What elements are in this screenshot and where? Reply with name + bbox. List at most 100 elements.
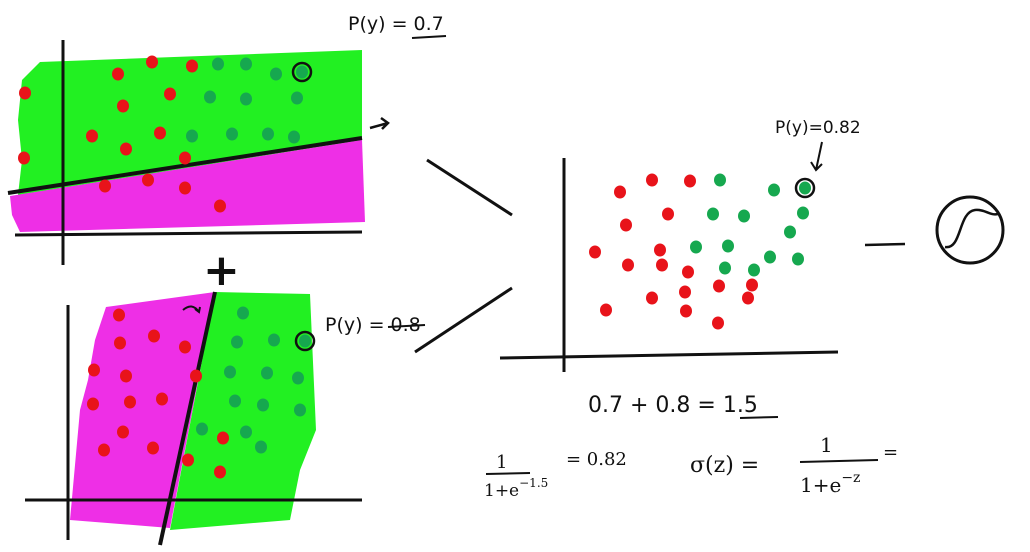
top-green-region (18, 50, 362, 195)
red-data-point (142, 173, 154, 187)
green-data-point (268, 333, 280, 347)
red-data-point (19, 86, 31, 100)
red-data-point (114, 336, 126, 350)
red-data-point (614, 185, 626, 199)
combined-x-axis (499, 350, 839, 360)
arrow-icon (369, 116, 390, 130)
sum-result: 1.5 (723, 393, 758, 418)
red-data-point (147, 441, 159, 455)
sum-underline (739, 416, 779, 419)
green-data-point (288, 130, 300, 144)
formula-denominator: 1+e−1.5 (484, 476, 548, 501)
red-data-point (713, 279, 725, 293)
green-data-point (240, 92, 252, 106)
red-data-point (214, 199, 226, 213)
red-data-point (117, 425, 129, 439)
top-annotation-underline (411, 35, 447, 39)
red-data-point (217, 431, 229, 445)
sum-text: 0.7 + 0.8 = 1.5 (588, 393, 758, 418)
connector-line-top (426, 158, 513, 217)
top-x-axis (14, 230, 363, 237)
red-data-point (620, 218, 632, 232)
green-data-point (738, 209, 750, 223)
red-data-point (98, 443, 110, 457)
red-data-point (646, 291, 658, 305)
green-data-point (291, 91, 303, 105)
red-data-point (742, 291, 754, 305)
green-data-point (224, 365, 236, 379)
top-annotation: P(y) = 0.7 (348, 13, 444, 35)
green-data-point (255, 440, 267, 454)
sigmoid-fraction-bar (799, 459, 879, 463)
red-data-point (679, 285, 691, 299)
dash-line (864, 242, 906, 247)
red-data-point (164, 87, 176, 101)
red-data-point (662, 207, 674, 221)
sum-equation: 0.7 + 0.8 = 1.5 (588, 393, 779, 419)
top-decision-boundary (7, 136, 363, 195)
red-data-point (656, 258, 668, 272)
green-data-point (229, 394, 241, 408)
green-data-point (722, 239, 734, 253)
bottom-green-region (170, 292, 316, 530)
plus-sign: + (203, 245, 240, 296)
sigmoid-trailing-equals: = (883, 442, 898, 463)
red-data-point (179, 181, 191, 195)
green-data-point (231, 335, 243, 349)
logistic-calculation: 1 1+e−1.5 = 0.82 (484, 449, 627, 501)
red-data-point (113, 308, 125, 322)
green-data-point (719, 261, 731, 275)
green-data-point (748, 263, 760, 277)
green-data-point (237, 306, 249, 320)
red-data-point (712, 316, 724, 330)
formula-value: = 0.82 (566, 449, 627, 470)
green-data-point (296, 65, 308, 79)
green-data-point (257, 398, 269, 412)
green-data-point (270, 67, 282, 81)
red-data-point (18, 151, 30, 165)
red-data-point (87, 397, 99, 411)
red-data-point (746, 278, 758, 292)
red-data-point (156, 392, 168, 406)
green-data-point (212, 57, 224, 71)
down-arrow-icon (810, 141, 823, 172)
red-data-point (600, 303, 612, 317)
red-data-point (682, 265, 694, 279)
sigmoid-lhs: σ(z) = (690, 453, 759, 478)
bottom-panel: P(y) = 0.8 (25, 291, 426, 546)
red-data-point (88, 363, 100, 377)
red-data-point (684, 174, 696, 188)
highlight-circle (294, 330, 316, 352)
green-data-point (204, 90, 216, 104)
green-data-point (186, 129, 198, 143)
red-data-point (589, 245, 601, 259)
red-data-point (148, 329, 160, 343)
red-data-point (179, 151, 191, 165)
red-data-point (146, 55, 158, 69)
green-data-point (299, 334, 311, 348)
green-data-point (714, 173, 726, 187)
formula-exponent: −1.5 (519, 476, 548, 490)
fraction-bar (485, 472, 531, 475)
top-panel: P(y) = 0.7 (7, 13, 447, 265)
highlight-circle (794, 177, 816, 199)
red-data-point (86, 129, 98, 143)
green-data-point (690, 240, 702, 254)
formula-numerator: 1 (496, 452, 507, 473)
green-data-point (261, 366, 273, 380)
green-data-point (707, 207, 719, 221)
sigmoid-numerator: 1 (820, 433, 833, 457)
red-data-point (154, 126, 166, 140)
green-data-point (262, 127, 274, 141)
bottom-magenta-region (70, 292, 215, 528)
red-data-point (622, 258, 634, 272)
red-data-point (124, 395, 136, 409)
red-data-point (179, 340, 191, 354)
green-data-point (799, 181, 811, 195)
red-data-point (182, 453, 194, 467)
green-data-point (292, 371, 304, 385)
red-data-point (120, 369, 132, 383)
red-data-point (190, 369, 202, 383)
combined-panel: P(y)=0.82 (499, 118, 861, 372)
